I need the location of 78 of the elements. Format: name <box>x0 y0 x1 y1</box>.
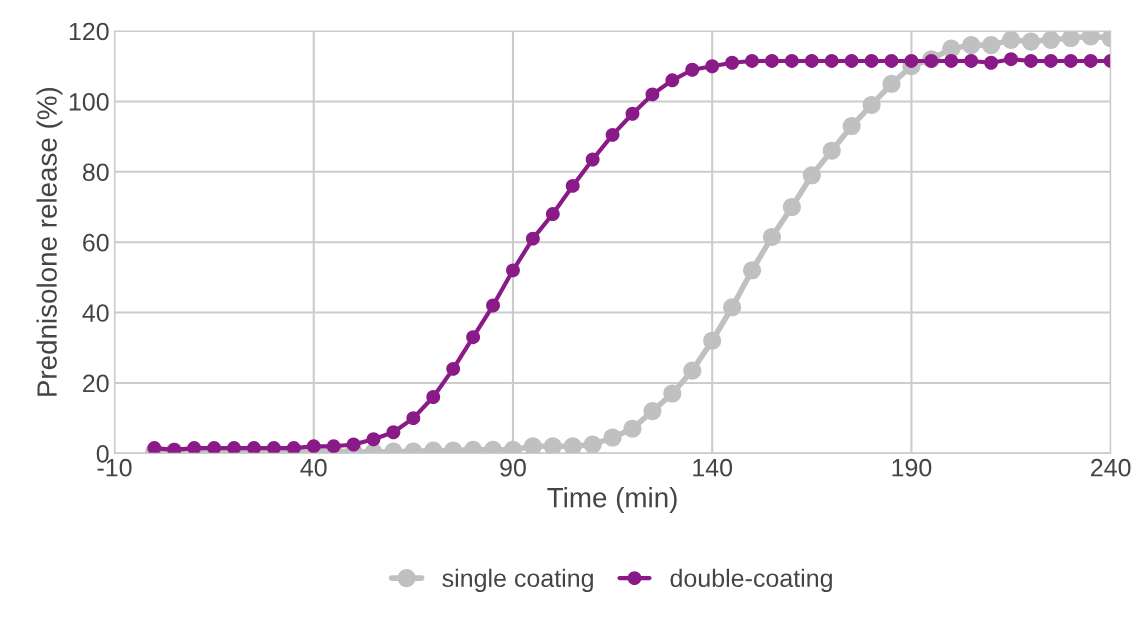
point <box>386 425 401 440</box>
point <box>824 54 839 68</box>
point <box>1024 54 1038 68</box>
point <box>982 36 1001 55</box>
point <box>545 207 560 221</box>
point <box>565 178 580 193</box>
point <box>784 54 799 68</box>
point <box>1043 54 1058 68</box>
point <box>625 106 640 121</box>
point <box>1002 31 1021 49</box>
point <box>506 263 520 278</box>
point <box>1063 54 1078 68</box>
point <box>1041 31 1060 49</box>
point <box>446 361 461 376</box>
point <box>884 54 899 68</box>
x-tick-label: 190 <box>892 458 932 477</box>
point <box>745 54 759 68</box>
point <box>723 298 742 317</box>
point <box>703 331 722 350</box>
point <box>685 62 700 77</box>
point <box>346 437 361 452</box>
y-tick-label: 100 <box>69 93 109 111</box>
point <box>705 59 720 74</box>
point <box>1083 54 1098 68</box>
y-axis-title: Prednisolone release (%) <box>36 87 63 396</box>
point <box>904 54 919 68</box>
point <box>645 87 660 102</box>
point <box>563 437 582 454</box>
point <box>623 419 642 438</box>
point <box>822 141 841 160</box>
point <box>782 197 801 217</box>
point <box>406 411 421 426</box>
y-tick-label: 20 <box>83 374 109 393</box>
point <box>1021 32 1040 51</box>
point <box>882 74 901 93</box>
point <box>844 54 859 68</box>
point <box>366 432 381 447</box>
point <box>984 55 999 70</box>
y-tick-label: 80 <box>82 163 109 182</box>
y-tick-label: 60 <box>83 233 109 252</box>
point <box>842 117 861 136</box>
point <box>525 231 540 246</box>
point <box>603 428 622 447</box>
x-axis-title: Time (min) <box>547 487 677 513</box>
x-tick-label: 240 <box>1091 458 1131 477</box>
point <box>605 127 620 142</box>
point <box>583 435 602 454</box>
point <box>725 55 740 70</box>
point <box>665 73 680 88</box>
point <box>924 54 939 68</box>
point <box>523 437 542 454</box>
x-tick-label: 140 <box>693 458 733 477</box>
legend-label: double-coating <box>670 568 832 593</box>
point <box>486 298 500 313</box>
point <box>743 261 762 280</box>
x-tick-label: 40 <box>300 458 327 477</box>
point <box>683 361 702 380</box>
point <box>765 54 779 68</box>
point <box>862 95 881 114</box>
point <box>762 227 781 246</box>
point <box>643 402 662 421</box>
point <box>1004 52 1018 67</box>
point <box>804 54 819 68</box>
point <box>663 384 682 403</box>
point <box>543 437 562 454</box>
point <box>426 390 441 404</box>
x-tick-label: 90 <box>500 458 526 477</box>
y-tick-label: 120 <box>69 22 109 41</box>
point <box>466 330 481 345</box>
point <box>802 166 821 185</box>
point <box>964 54 979 68</box>
point <box>864 54 879 68</box>
point <box>962 36 981 55</box>
legend-label: single coating <box>442 568 593 593</box>
point <box>585 152 600 167</box>
y-tick-label: 40 <box>82 304 109 322</box>
point <box>944 54 959 68</box>
point <box>1061 31 1080 48</box>
